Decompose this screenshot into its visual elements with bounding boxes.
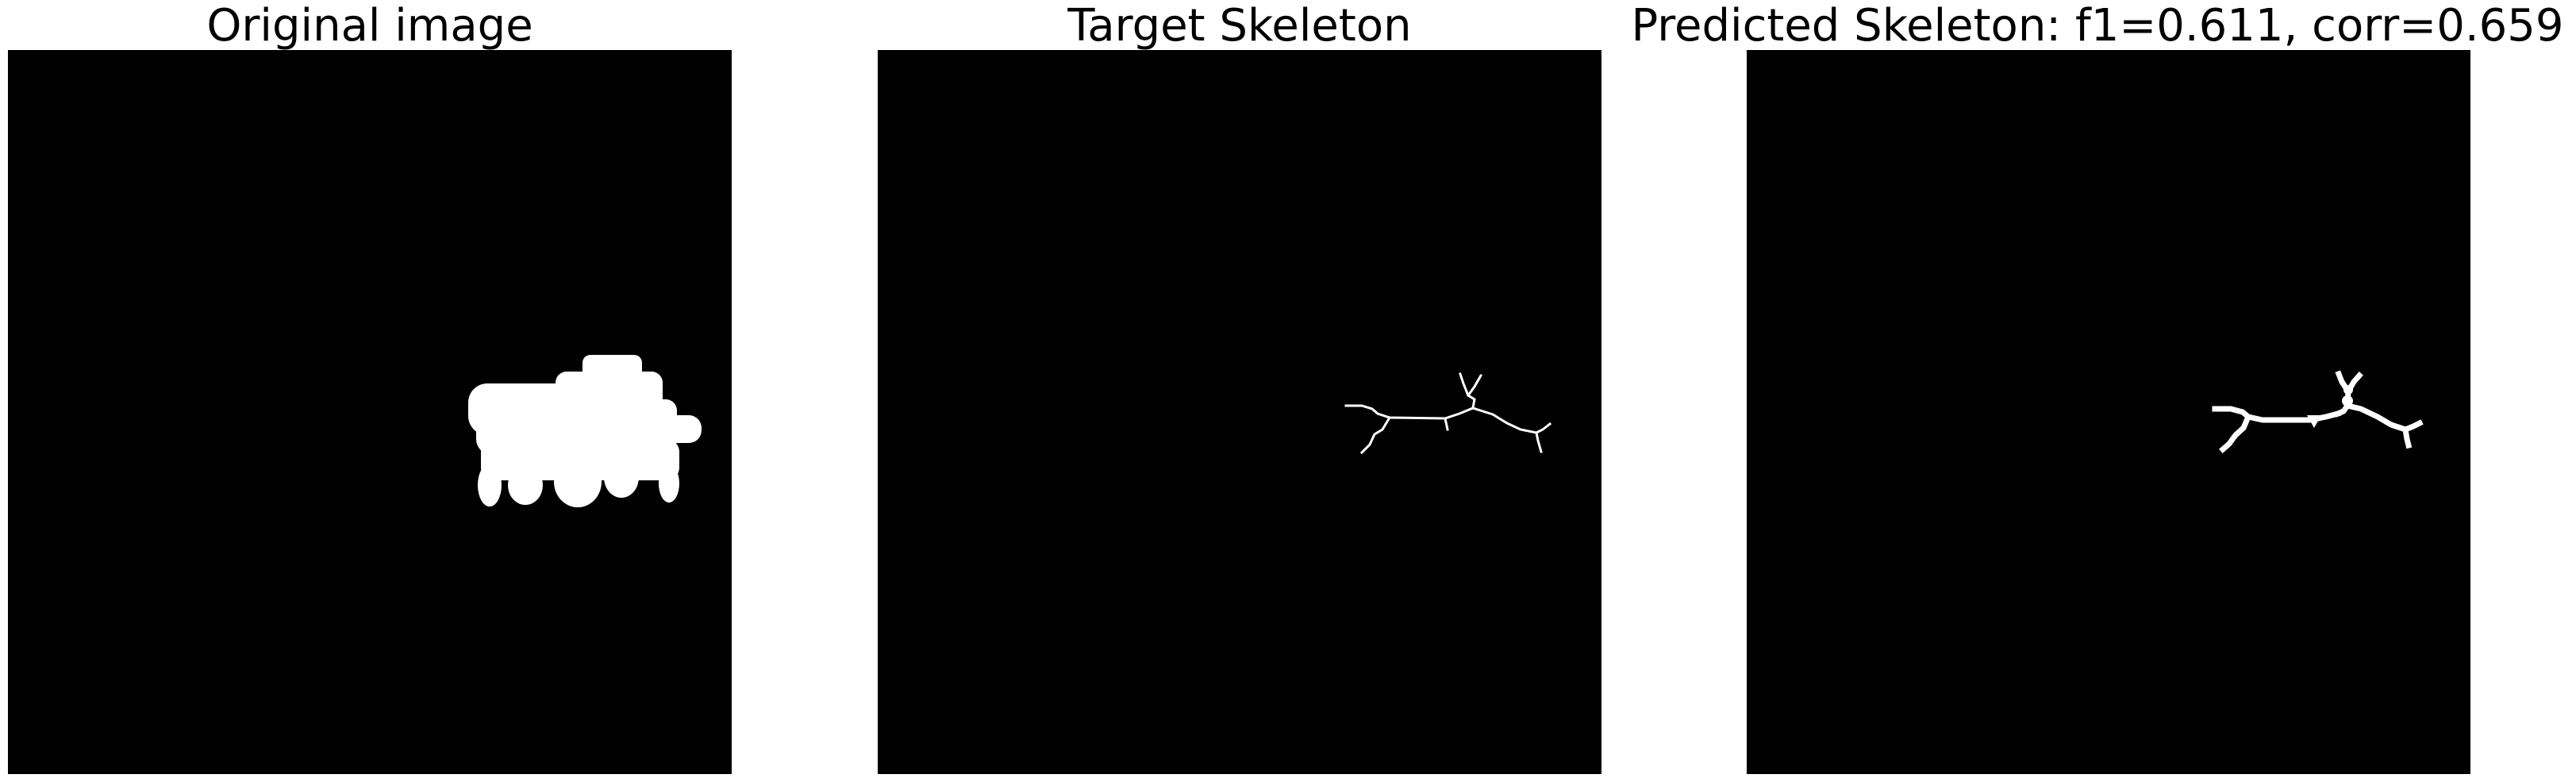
original-image-title: Original image (206, 0, 533, 52)
original-image-panel (8, 50, 732, 774)
predicted-skeleton-title: Predicted Skeleton: f1=0.611, corr=0.659 (1631, 0, 2564, 52)
original-mask-image (8, 50, 732, 774)
image-background (1747, 50, 2470, 774)
predicted-skeleton-junctions (2307, 385, 2353, 428)
image-background (878, 50, 1601, 774)
predicted-skeleton-image (1747, 50, 2470, 774)
target-skeleton-lines (1344, 372, 1552, 455)
white-blob (468, 355, 702, 507)
target-skeleton-image (878, 50, 1601, 774)
predicted-skeleton-panel (1747, 50, 2470, 774)
target-skeleton-title: Target Skeleton (1067, 0, 1412, 52)
target-skeleton-panel (878, 50, 1601, 774)
